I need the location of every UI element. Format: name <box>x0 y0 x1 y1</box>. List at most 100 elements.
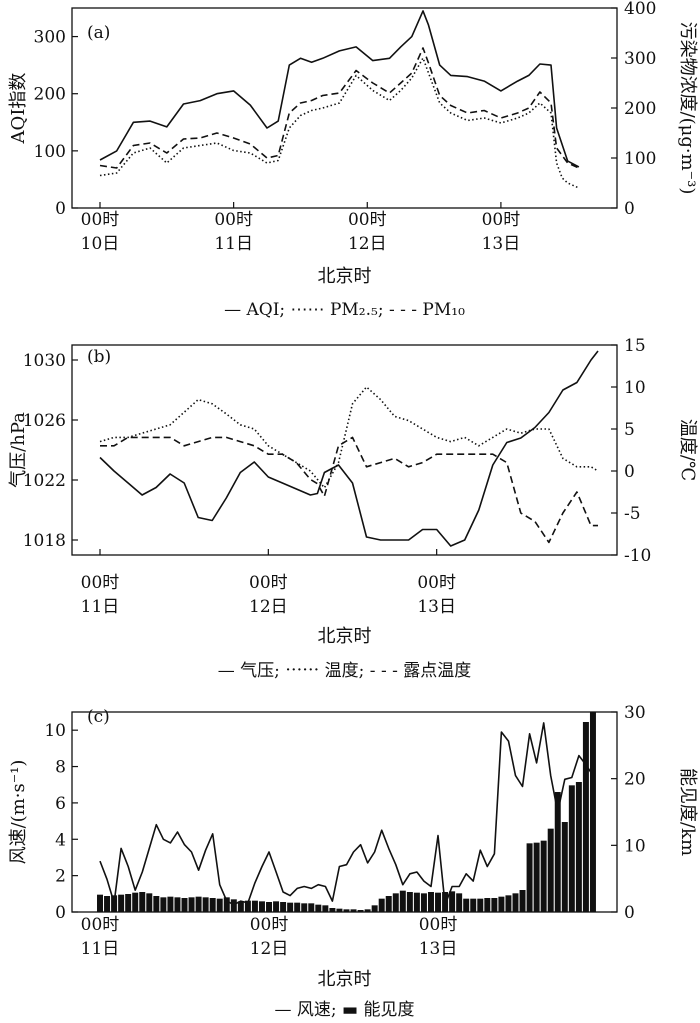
right-tick-label: 5 <box>624 420 635 440</box>
visibility-bar <box>442 892 449 912</box>
x-tick-label-time: 00时 <box>81 210 120 230</box>
visibility-bar <box>526 843 533 912</box>
x-tick-label-time: 00时 <box>214 210 253 230</box>
series-line-1 <box>99 57 580 189</box>
right-tick-label: 300 <box>624 49 656 69</box>
x-tick-label-day: 12日 <box>249 597 288 617</box>
visibility-bar <box>160 897 167 912</box>
visibility-bar <box>350 909 357 912</box>
visibility-bar <box>230 899 237 912</box>
visibility-bar <box>371 905 378 912</box>
visibility-bar <box>420 893 427 912</box>
x-axis-title: 北京时 <box>318 969 372 990</box>
right-tick-label: -5 <box>624 504 641 524</box>
x-axis-title: 北京时 <box>318 266 372 287</box>
x-tick-label-day: 13日 <box>417 597 456 617</box>
visibility-bar <box>308 903 315 912</box>
x-tick-label-day: 11日 <box>81 939 120 959</box>
right-tick-label: -10 <box>624 546 651 566</box>
y-axis-title: AQI指数 <box>8 73 29 145</box>
x-tick-label-day: 11日 <box>214 234 253 254</box>
visibility-bar <box>484 898 491 912</box>
x-tick-label-day: 12日 <box>348 234 387 254</box>
visibility-bar <box>244 900 251 912</box>
visibility-bar <box>216 898 223 912</box>
visibility-bar <box>406 892 413 912</box>
right-tick-label: 15 <box>624 336 646 356</box>
right-tick-label: 0 <box>624 462 635 482</box>
visibility-bar <box>498 896 505 912</box>
x-tick-label-day: 12日 <box>250 939 289 959</box>
left-tick-label: 0 <box>55 903 66 923</box>
panel-label: (b) <box>87 347 111 367</box>
x-axis-title: 北京时 <box>318 626 372 647</box>
visibility-bar <box>139 892 146 912</box>
x-tick-label-time: 00时 <box>482 210 521 230</box>
visibility-bar <box>202 897 209 912</box>
visibility-bar <box>449 891 456 912</box>
legend: — AQI; ⋯⋯ PM₂.₅; - - - PM₁₀ <box>224 300 465 320</box>
visibility-bar <box>181 898 188 912</box>
left-tick-label: 100 <box>34 142 66 162</box>
left-tick-label: 8 <box>55 758 66 778</box>
series-line-2 <box>99 47 580 169</box>
visibility-bar <box>118 894 125 912</box>
x-tick-label-time: 00时 <box>81 573 120 593</box>
visibility-bar <box>435 892 442 912</box>
right-tick-label: 0 <box>624 199 635 219</box>
visibility-bar <box>533 842 540 912</box>
visibility-bar <box>463 898 470 912</box>
visibility-bar <box>589 712 596 912</box>
panel-label: (a) <box>87 23 110 43</box>
right-tick-label: 10 <box>624 836 646 856</box>
visibility-bar <box>188 897 195 912</box>
visibility-bar <box>223 897 230 912</box>
panel-0: 0 100 200 300 0 100 200 300 400 00时 10日 00时 11日 00时 12… <box>8 0 698 320</box>
right-tick-label: 30 <box>624 703 646 723</box>
left-tick-label: 1030 <box>23 351 66 371</box>
visibility-bar <box>237 901 244 912</box>
right-tick-label: 0 <box>624 903 635 923</box>
visibility-bar <box>258 901 265 912</box>
visibility-bar <box>336 908 343 912</box>
y-axis-right-title: 温度/℃ <box>677 419 698 481</box>
visibility-bar <box>575 782 582 912</box>
x-tick-label-time: 00时 <box>81 915 120 935</box>
visibility-bar <box>273 901 280 912</box>
x-tick-label-day: 10日 <box>81 234 120 254</box>
visibility-bar <box>174 897 181 912</box>
visibility-bar <box>561 822 568 912</box>
right-tick-label: 100 <box>624 149 656 169</box>
visibility-bar <box>209 898 216 912</box>
visibility-bar <box>364 909 371 912</box>
visibility-bar <box>413 892 420 912</box>
visibility-bar <box>195 896 202 912</box>
legend: — 风速; ▬ 能见度 <box>274 1000 414 1020</box>
x-tick-label-day: 13日 <box>482 234 521 254</box>
visibility-bar <box>315 904 322 912</box>
visibility-bar <box>470 898 477 912</box>
left-tick-label: 1018 <box>23 531 66 551</box>
visibility-bar <box>294 902 301 912</box>
visibility-bar <box>280 902 287 912</box>
series-line-0 <box>99 722 594 906</box>
series-line-1 <box>99 386 599 489</box>
x-tick-label-time: 00时 <box>348 210 387 230</box>
visibility-bar <box>167 896 174 912</box>
visibility-bar <box>540 840 547 912</box>
panel-2: 0 2 4 6 8 10 0 10 20 30 00时 11日 00时 12日 00时 13日 (c) 风速/(m… <box>8 703 698 1020</box>
panel-label: (c) <box>87 707 110 727</box>
visibility-bar <box>287 902 294 912</box>
y-axis-right-title: 能见度/km <box>677 768 698 856</box>
visibility-bar <box>399 890 406 912</box>
visibility-bar <box>392 893 399 912</box>
y-axis-title: 风速/(m·s⁻¹) <box>8 760 29 865</box>
visibility-bar <box>301 903 308 912</box>
visibility-bar <box>266 902 273 912</box>
series-line-0 <box>99 350 599 547</box>
y-axis-title: 气压/hPa <box>8 412 29 488</box>
visibility-bar <box>547 828 554 912</box>
visibility-bar <box>427 892 434 912</box>
left-tick-label: 1026 <box>23 411 66 431</box>
